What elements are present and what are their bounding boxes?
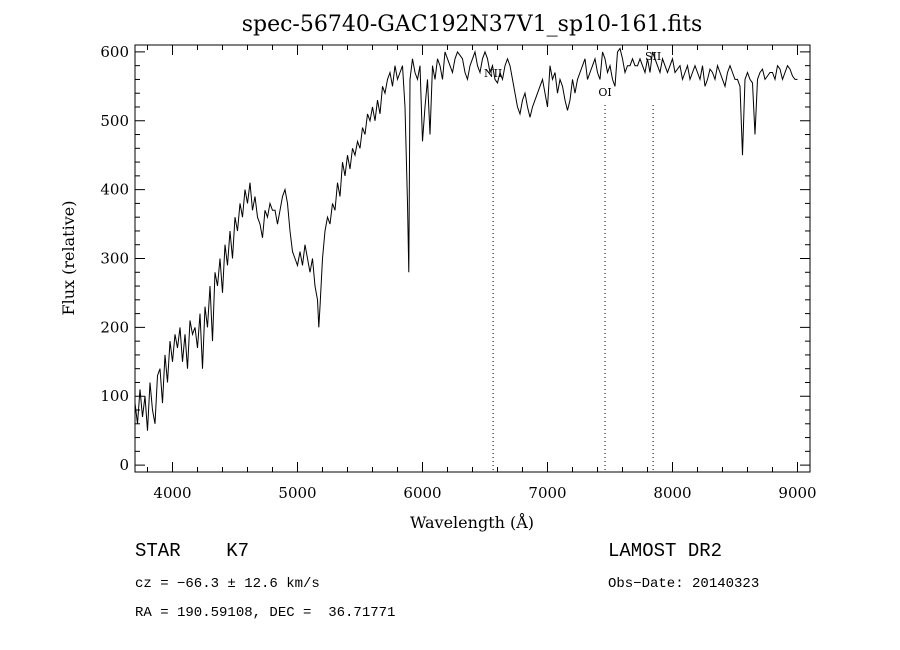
y-tick-label: 300 xyxy=(100,250,129,268)
coordinates-label: RA = 190.59108, DEC = 36.71771 xyxy=(135,605,396,621)
x-tick-label: 6000 xyxy=(403,484,441,502)
y-tick-label: 400 xyxy=(100,181,129,199)
redshift-label: cz = −66.3 ± 12.6 km/s xyxy=(135,576,320,592)
survey-label: LAMOST DR2 xyxy=(608,540,723,562)
y-tick-label: 500 xyxy=(100,112,129,130)
y-tick-label: 100 xyxy=(100,387,129,405)
y-tick-label: 0 xyxy=(119,456,129,474)
x-axis-label: Wavelength (Å) xyxy=(410,512,534,532)
spectrum-series-line xyxy=(134,47,798,431)
y-axis-label: Flux (relative) xyxy=(59,201,78,316)
line-marker-label: OI xyxy=(598,86,611,99)
object-class-label: STAR K7 xyxy=(135,540,250,562)
line-marker-label: SII xyxy=(645,50,661,63)
y-tick-label: 200 xyxy=(100,318,129,336)
x-tick-label: 4000 xyxy=(153,484,191,502)
line-marker-label: NII xyxy=(484,67,502,80)
x-tick-label: 5000 xyxy=(278,484,316,502)
observation-date-label: Obs−Date: 20140323 xyxy=(608,576,760,592)
line-markers: NII OI SII xyxy=(484,50,661,472)
x-tick-label: 9000 xyxy=(778,484,816,502)
y-tick-label: 600 xyxy=(100,43,129,61)
plot-frame xyxy=(134,44,811,473)
chart-title: spec-56740-GAC192N37V1_sp10-161.fits xyxy=(242,12,703,37)
x-tick-label: 8000 xyxy=(653,484,691,502)
axis-ticks: 4000 5000 6000 7000 8000 9000 0 100 200 300 400 500… xyxy=(100,43,816,502)
x-tick-label: 7000 xyxy=(528,484,566,502)
